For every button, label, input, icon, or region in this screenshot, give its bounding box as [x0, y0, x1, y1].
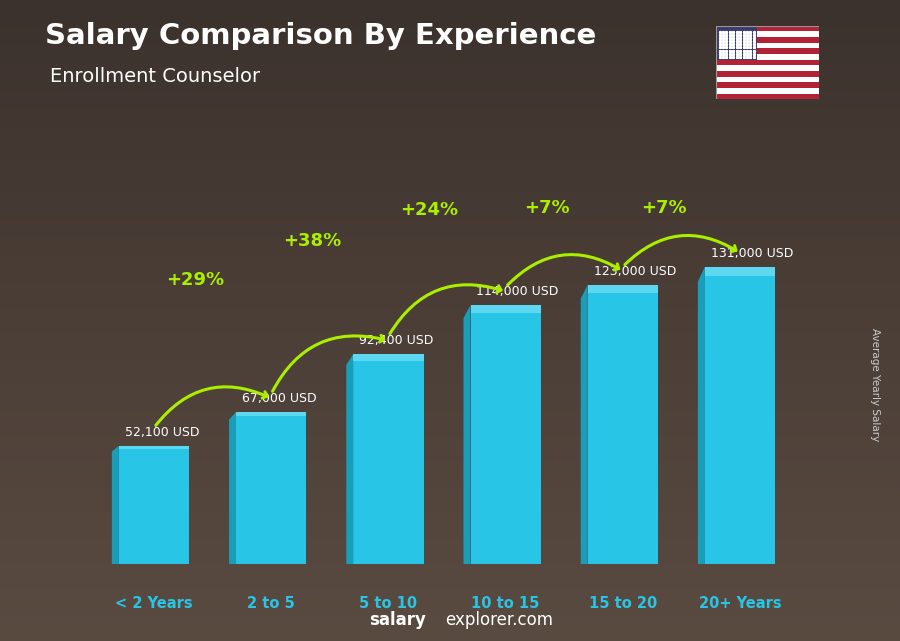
Text: 131,000 USD: 131,000 USD: [711, 247, 793, 260]
Text: salary: salary: [369, 612, 426, 629]
Bar: [716, 71, 819, 77]
Bar: [716, 26, 819, 31]
FancyBboxPatch shape: [471, 305, 541, 313]
Bar: [716, 48, 819, 54]
Text: +7%: +7%: [641, 199, 687, 217]
Text: 114,000 USD: 114,000 USD: [476, 285, 559, 298]
Bar: [716, 65, 819, 71]
Text: +7%: +7%: [524, 199, 570, 217]
FancyBboxPatch shape: [236, 412, 306, 564]
Text: 123,000 USD: 123,000 USD: [594, 265, 676, 278]
FancyBboxPatch shape: [236, 412, 306, 417]
FancyBboxPatch shape: [119, 445, 189, 449]
Bar: [716, 60, 819, 65]
Text: explorer.com: explorer.com: [446, 612, 554, 629]
Bar: [716, 94, 819, 99]
Polygon shape: [112, 445, 119, 564]
Text: +24%: +24%: [400, 201, 459, 219]
Text: 67,000 USD: 67,000 USD: [242, 392, 317, 405]
Text: < 2 Years: < 2 Years: [115, 596, 193, 611]
Polygon shape: [580, 285, 588, 564]
FancyBboxPatch shape: [588, 285, 658, 293]
Text: 92,400 USD: 92,400 USD: [359, 335, 434, 347]
Text: 15 to 20: 15 to 20: [589, 596, 657, 611]
Bar: [716, 77, 819, 82]
Text: 10 to 15: 10 to 15: [472, 596, 540, 611]
Text: 2 to 5: 2 to 5: [248, 596, 295, 611]
Bar: [716, 82, 819, 88]
Text: 20+ Years: 20+ Years: [698, 596, 781, 611]
FancyBboxPatch shape: [354, 354, 424, 564]
Polygon shape: [464, 305, 471, 564]
Bar: [716, 88, 819, 94]
FancyBboxPatch shape: [705, 267, 775, 276]
FancyBboxPatch shape: [588, 285, 658, 564]
Text: Average Yearly Salary: Average Yearly Salary: [869, 328, 880, 441]
Polygon shape: [230, 412, 236, 564]
Text: Enrollment Counselor: Enrollment Counselor: [50, 67, 259, 87]
Bar: [716, 31, 819, 37]
Text: +38%: +38%: [284, 232, 341, 250]
Text: +29%: +29%: [166, 271, 224, 289]
Bar: [716, 54, 819, 60]
FancyBboxPatch shape: [119, 445, 189, 564]
FancyBboxPatch shape: [471, 305, 541, 564]
Text: 52,100 USD: 52,100 USD: [125, 426, 199, 439]
Bar: [716, 26, 757, 60]
Polygon shape: [346, 354, 354, 564]
Bar: [716, 43, 819, 48]
Text: 5 to 10: 5 to 10: [359, 596, 418, 611]
Polygon shape: [698, 267, 705, 564]
Bar: [716, 37, 819, 43]
Text: Salary Comparison By Experience: Salary Comparison By Experience: [45, 22, 596, 51]
FancyBboxPatch shape: [354, 354, 424, 360]
FancyBboxPatch shape: [705, 267, 775, 564]
